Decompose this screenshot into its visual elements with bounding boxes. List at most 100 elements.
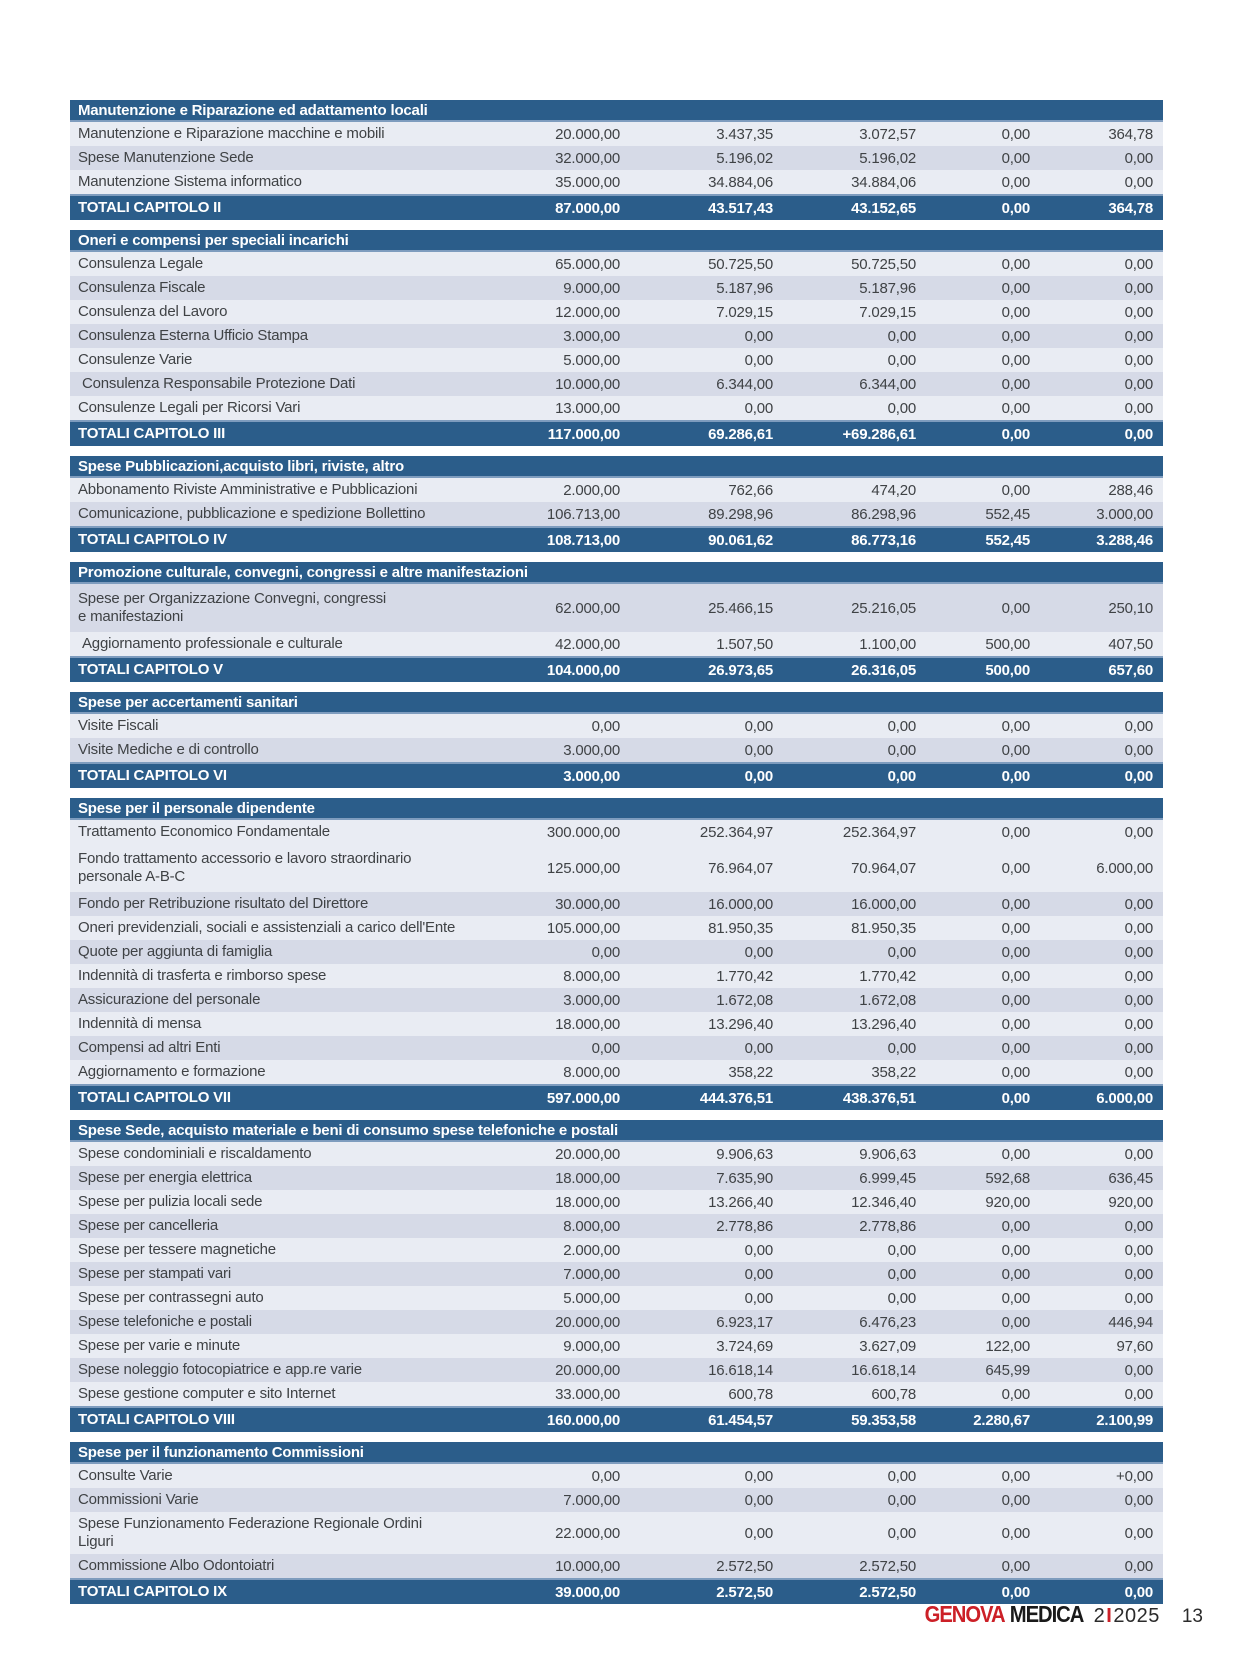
total-value-col1: 104.000,00 xyxy=(546,661,620,679)
section-header: Spese per il funzionamento Commissioni xyxy=(70,1442,1163,1464)
cell-value-col3: 3.627,09 xyxy=(859,1337,916,1355)
table-row: Oneri previdenziali, sociali e assistenz… xyxy=(70,916,1163,940)
cell-value-col2: 76.964,07 xyxy=(708,859,773,877)
table-row: Fondo per Retribuzione risultato del Dir… xyxy=(70,892,1163,916)
row-label-line1: Spese gestione computer e sito Internet xyxy=(78,1385,336,1402)
row-label: Indennità di mensa xyxy=(78,1012,460,1036)
row-label-line1: Spese per contrassegni auto xyxy=(78,1289,264,1306)
section-header: Spese Pubblicazioni,acquisto libri, rivi… xyxy=(70,456,1163,478)
cell-value-col5: 0,00 xyxy=(1124,1145,1154,1163)
cell-value-col3: 81.950,35 xyxy=(851,919,916,937)
row-label: Spese per stampati vari xyxy=(78,1262,460,1286)
row-label-line1: Spese per pulizia locali sede xyxy=(78,1193,263,1210)
cell-value-col2: 0,00 xyxy=(744,1491,774,1509)
cell-value-col5: 0,00 xyxy=(1124,375,1154,393)
cell-value-col5: 6.000,00 xyxy=(1096,859,1153,877)
total-row: TOTALI CAPITOLO IV 108.713,00 90.061,62 86.… xyxy=(70,526,1163,552)
cell-value-col4: 0,00 xyxy=(1001,279,1031,297)
cell-value-col3: 0,00 xyxy=(887,1524,917,1542)
cell-value-col2: 7.029,15 xyxy=(716,303,773,321)
total-value-col2: 444.376,51 xyxy=(699,1089,773,1107)
cell-value-col2: 762,66 xyxy=(728,481,773,499)
budget-table: Manutenzione e Riparazione ed adattament… xyxy=(70,100,1163,1614)
cell-value-col4: 0,00 xyxy=(1001,823,1031,841)
table-row: Spese per contrassegni auto 5.000,00 0,00 0… xyxy=(70,1286,1163,1310)
table-row: Assicurazione del personale 3.000,00 1.672… xyxy=(70,988,1163,1012)
row-label-line1: Spese per tessere magnetiche xyxy=(78,1241,276,1258)
cell-value-col1: 20.000,00 xyxy=(555,1145,620,1163)
table-row: Quote per aggiunta di famiglia 0,00 0,00 0,… xyxy=(70,940,1163,964)
cell-value-col4: 0,00 xyxy=(1001,399,1031,417)
row-label: Spese per tessere magnetiche xyxy=(78,1238,460,1262)
total-value-col2: 69.286,61 xyxy=(708,425,773,443)
cell-value-col3: 12.346,40 xyxy=(851,1193,916,1211)
cell-value-col4: 0,00 xyxy=(1001,717,1031,735)
cell-value-col1: 0,00 xyxy=(591,1039,621,1057)
cell-value-col4: 552,45 xyxy=(985,505,1030,523)
cell-value-col3: 25.216,05 xyxy=(851,599,916,617)
table-row: Spese per cancelleria 8.000,00 2.778,86 2.7… xyxy=(70,1214,1163,1238)
cell-value-col5: 0,00 xyxy=(1124,1289,1154,1307)
cell-value-col2: 0,00 xyxy=(744,741,774,759)
total-row: TOTALI CAPITOLO II 87.000,00 43.517,43 43.1… xyxy=(70,194,1163,220)
cell-value-col1: 0,00 xyxy=(591,943,621,961)
magazine-logo-medica: MEDICA xyxy=(1010,1601,1085,1627)
cell-value-col2: 3.724,69 xyxy=(716,1337,773,1355)
table-row: Spese gestione computer e sito Internet 3… xyxy=(70,1382,1163,1406)
cell-value-col1: 62.000,00 xyxy=(555,599,620,617)
total-row: TOTALI CAPITOLO III 117.000,00 69.286,61 +6… xyxy=(70,420,1163,446)
table-row: Visite Fiscali 0,00 0,00 0,00 0,00 0,00 xyxy=(70,714,1163,738)
row-label: Spese per contrassegni auto xyxy=(78,1286,460,1310)
cell-value-col5: 0,00 xyxy=(1124,895,1154,913)
cell-value-col1: 33.000,00 xyxy=(555,1385,620,1403)
row-label-line1: Spese Manutenzione Sede xyxy=(78,149,254,166)
cell-value-col3: 0,00 xyxy=(887,1265,917,1283)
total-value-col3: +69.286,61 xyxy=(842,425,917,443)
total-value-col2: 61.454,57 xyxy=(708,1411,773,1429)
total-value-col1: 117.000,00 xyxy=(547,425,620,443)
cell-value-col3: 34.884,06 xyxy=(851,173,916,191)
cell-value-col2: 600,78 xyxy=(728,1385,773,1403)
cell-value-col4: 0,00 xyxy=(1001,895,1031,913)
total-value-col1: 160.000,00 xyxy=(546,1411,620,1429)
cell-value-col1: 20.000,00 xyxy=(555,1361,620,1379)
table-row: Spese condominiali e riscaldamento 20.000… xyxy=(70,1142,1163,1166)
cell-value-col2: 3.437,35 xyxy=(716,125,773,143)
cell-value-col2: 7.635,90 xyxy=(716,1169,773,1187)
cell-value-col4: 0,00 xyxy=(1001,1015,1031,1033)
cell-value-col1: 32.000,00 xyxy=(555,149,620,167)
total-value-col3: 26.316,05 xyxy=(851,661,916,679)
cell-value-col2: 2.778,86 xyxy=(716,1217,773,1235)
cell-value-col3: 16.000,00 xyxy=(851,895,916,913)
row-label-line1: Abbonamento Riviste Amministrative e Pub… xyxy=(78,481,418,498)
row-label-line1: Fondo per Retribuzione risultato del Dir… xyxy=(78,895,369,912)
table-section-4: Promozione culturale, convegni, congress… xyxy=(70,562,1163,682)
row-label-line1: Visite Mediche e di controllo xyxy=(78,741,259,758)
total-value-col4: 2.280,67 xyxy=(973,1411,1030,1429)
row-label: Visite Fiscali xyxy=(78,714,460,738)
row-label: Fondo trattamento accessorio e lavoro st… xyxy=(78,847,460,889)
total-value-col2: 90.061,62 xyxy=(708,531,773,549)
section-header: Oneri e compensi per speciali incarichi xyxy=(70,230,1163,252)
cell-value-col4: 0,00 xyxy=(1001,1491,1031,1509)
cell-value-col2: 0,00 xyxy=(744,943,774,961)
total-label: TOTALI CAPITOLO V xyxy=(78,661,223,678)
cell-value-col1: 9.000,00 xyxy=(563,1337,620,1355)
cell-value-col3: 1.770,42 xyxy=(859,967,916,985)
row-label-line1: Aggiornamento professionale e culturale xyxy=(82,635,343,652)
row-label-line1: Consulenze Varie xyxy=(78,351,193,368)
row-label-line2: e manifestazioni xyxy=(78,608,184,625)
section-header: Spese Sede, acquisto materiale e beni di… xyxy=(70,1120,1163,1142)
row-label: Consulenze Varie xyxy=(78,348,460,372)
table-row: Fondo trattamento accessorio e lavoro st… xyxy=(70,844,1163,892)
cell-value-col5: 0,00 xyxy=(1124,1385,1154,1403)
cell-value-col3: 358,22 xyxy=(871,1063,916,1081)
cell-value-col5: 0,00 xyxy=(1124,967,1154,985)
cell-value-col1: 0,00 xyxy=(591,1467,621,1485)
issue-label: 2I2025 xyxy=(1094,1605,1160,1628)
table-row: Manutenzione e Riparazione macchine e mo… xyxy=(70,122,1163,146)
cell-value-col4: 0,00 xyxy=(1001,1557,1031,1575)
total-value-col2: 2.572,50 xyxy=(716,1583,773,1601)
cell-value-col1: 22.000,00 xyxy=(555,1524,620,1542)
total-label: TOTALI CAPITOLO VIII xyxy=(78,1411,235,1428)
